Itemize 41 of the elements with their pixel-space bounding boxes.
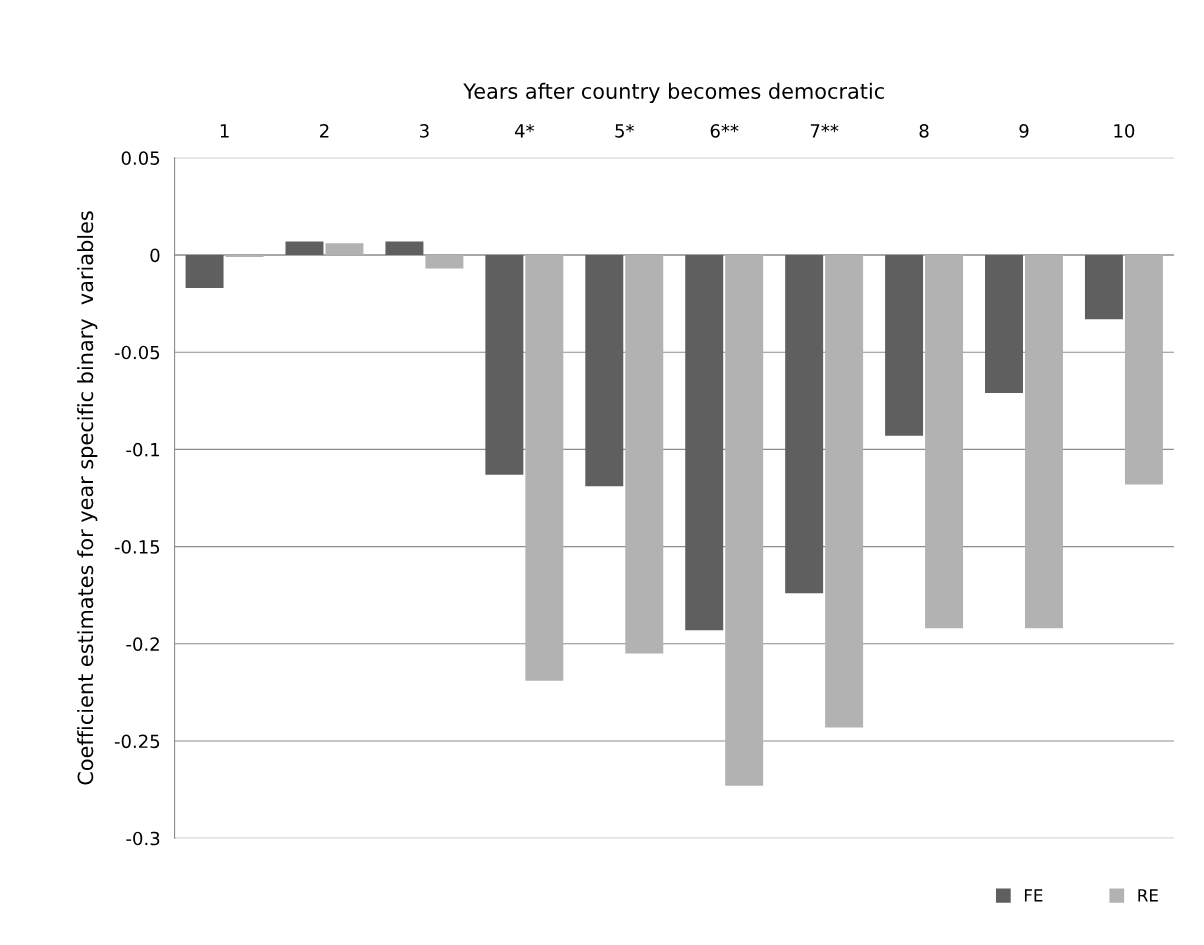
bar xyxy=(885,255,924,436)
legend-label: FE xyxy=(1024,889,1043,902)
bar xyxy=(285,241,324,256)
bar xyxy=(425,255,464,269)
bar xyxy=(1025,255,1063,629)
x-tick-label: 3 xyxy=(420,123,429,138)
x-tick-label: 2 xyxy=(320,123,329,138)
x-tick-label: 7** xyxy=(810,123,839,138)
bar xyxy=(925,255,964,629)
x-tick-label: 8 xyxy=(919,123,929,138)
y-tick-label: -0.2 xyxy=(126,637,159,651)
bar xyxy=(785,255,824,594)
y-tick-label: -0.3 xyxy=(126,831,160,846)
y-tick-label: -0.25 xyxy=(114,734,160,749)
x-tick-label: 9 xyxy=(1019,123,1029,138)
bar xyxy=(825,255,864,728)
bar xyxy=(485,255,524,475)
bar xyxy=(185,255,224,289)
y-tick-label: -0.1 xyxy=(126,442,160,457)
bar xyxy=(685,255,724,631)
y-tick-label: 0 xyxy=(150,248,160,263)
legend-label: RE xyxy=(1138,889,1158,902)
x-tick-label: 6** xyxy=(710,123,739,138)
y-axis-title: Coefficient estimates for year specific binary variables xyxy=(77,211,98,785)
bar xyxy=(625,255,664,654)
bar xyxy=(585,255,624,487)
bar xyxy=(725,255,764,786)
y-tick-label: -0.05 xyxy=(114,345,160,360)
bar xyxy=(385,241,424,256)
bar xyxy=(985,255,1023,394)
bar xyxy=(525,255,564,681)
x-tick-label: 5* xyxy=(615,123,634,138)
bar xyxy=(325,243,364,256)
x-tick-label: 10 xyxy=(1114,123,1135,138)
x-axis-title: Years after country becomes democratic xyxy=(463,82,884,104)
y-tick-label: 0.05 xyxy=(121,151,160,165)
bar xyxy=(1124,255,1163,485)
x-tick-label: 1 xyxy=(220,124,229,138)
bar xyxy=(1084,255,1123,320)
x-tick-label: 4* xyxy=(514,123,535,138)
y-tick-label: -0.15 xyxy=(114,540,160,554)
